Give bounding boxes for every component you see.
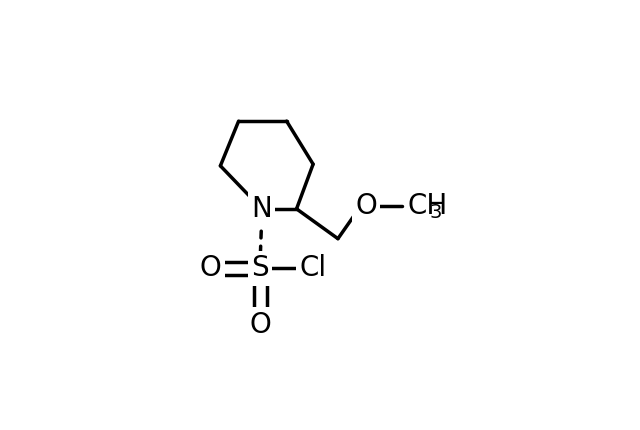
Text: 3: 3 — [430, 203, 442, 222]
Text: O: O — [200, 255, 221, 283]
Text: CH: CH — [408, 191, 448, 220]
Text: O: O — [249, 311, 271, 339]
Text: O: O — [355, 191, 377, 220]
Text: Cl: Cl — [300, 255, 326, 283]
Text: S: S — [252, 255, 269, 283]
Text: N: N — [252, 195, 272, 223]
